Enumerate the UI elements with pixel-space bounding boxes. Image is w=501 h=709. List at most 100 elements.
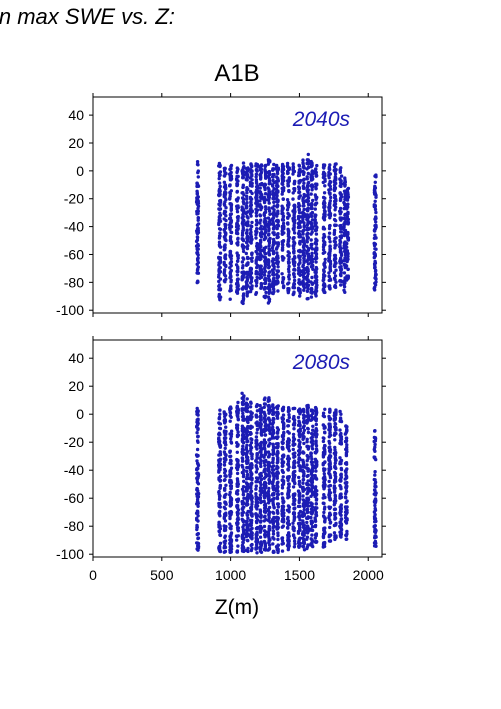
- data-point: [217, 279, 221, 284]
- data-point: [302, 244, 306, 248]
- data-point: [338, 177, 342, 181]
- data-point: [244, 446, 248, 450]
- data-point: [222, 429, 227, 433]
- data-point: [306, 213, 310, 217]
- data-point: [292, 427, 296, 431]
- data-point: [267, 182, 271, 186]
- data-point: [314, 412, 318, 416]
- data-point: [249, 483, 253, 487]
- data-point: [343, 432, 348, 436]
- data-point: [195, 497, 200, 502]
- data-point: [281, 182, 285, 187]
- data-point: [314, 173, 319, 177]
- data-point: [250, 224, 254, 229]
- data-point: [292, 231, 297, 235]
- data-point: [267, 411, 271, 415]
- data-point: [196, 195, 200, 199]
- data-point: [267, 477, 271, 482]
- data-point: [235, 478, 240, 483]
- data-point: [271, 261, 275, 265]
- data-point: [321, 534, 326, 538]
- data-point: [241, 161, 246, 165]
- data-point: [250, 452, 254, 456]
- data-point: [228, 538, 232, 542]
- data-point: [228, 411, 233, 415]
- data-point: [263, 548, 268, 552]
- data-point: [281, 164, 286, 169]
- data-point: [224, 425, 228, 429]
- data-point: [327, 167, 332, 171]
- y-tick-label: 20: [68, 135, 84, 151]
- data-point: [296, 504, 301, 509]
- data-point: [196, 163, 200, 167]
- data-point: [305, 289, 310, 293]
- data-point: [249, 214, 253, 218]
- data-point: [248, 518, 253, 523]
- data-point: [244, 251, 248, 256]
- data-point: [328, 472, 332, 477]
- data-point: [313, 491, 317, 495]
- data-point: [306, 171, 310, 176]
- data-point: [309, 522, 314, 526]
- data-point: [263, 256, 267, 260]
- data-point: [245, 186, 249, 190]
- data-point: [310, 533, 314, 537]
- data-point: [222, 550, 226, 554]
- data-point: [339, 528, 344, 532]
- data-point: [342, 222, 346, 226]
- data-point: [222, 450, 227, 454]
- data-point: [281, 541, 285, 546]
- data-point: [286, 287, 290, 291]
- data-point: [228, 297, 232, 301]
- data-point: [258, 182, 262, 187]
- data-point: [268, 212, 272, 216]
- data-point: [333, 260, 337, 264]
- data-point: [270, 519, 275, 523]
- data-point: [241, 444, 245, 448]
- data-point: [240, 270, 244, 275]
- data-point: [297, 196, 301, 200]
- data-point: [218, 170, 223, 174]
- data-point: [373, 174, 377, 178]
- data-point: [217, 240, 222, 244]
- data-point: [229, 284, 233, 288]
- data-point: [306, 248, 311, 252]
- data-point: [297, 511, 301, 516]
- data-point: [271, 448, 275, 452]
- y-tick-label: -100: [56, 546, 84, 562]
- data-point: [228, 454, 232, 459]
- data-point: [323, 257, 327, 262]
- data-point: [241, 540, 245, 545]
- data-point: [258, 496, 263, 500]
- data-point: [297, 438, 301, 443]
- data-point: [272, 231, 276, 235]
- data-point: [271, 456, 275, 460]
- data-point: [228, 216, 233, 220]
- data-point: [287, 505, 291, 509]
- data-point: [314, 201, 319, 205]
- data-point: [195, 223, 200, 227]
- data-point: [346, 186, 351, 191]
- data-point: [267, 232, 271, 236]
- data-point: [315, 256, 319, 260]
- data-point: [333, 456, 337, 460]
- data-point: [293, 179, 297, 183]
- data-point: [306, 159, 310, 163]
- data-point: [374, 195, 378, 199]
- data-point: [248, 405, 253, 409]
- data-point: [272, 496, 276, 501]
- data-point: [296, 423, 301, 427]
- data-point: [286, 232, 291, 236]
- y-tick-label: -20: [64, 434, 84, 450]
- data-point: [266, 501, 271, 505]
- data-point: [258, 530, 263, 534]
- data-point: [346, 230, 350, 235]
- data-point: [280, 224, 285, 229]
- data-point: [333, 208, 337, 212]
- data-point: [254, 543, 259, 547]
- data-point: [287, 235, 291, 240]
- data-point: [259, 443, 263, 447]
- data-point: [323, 250, 327, 254]
- data-point: [285, 198, 290, 202]
- data-point: [195, 480, 200, 484]
